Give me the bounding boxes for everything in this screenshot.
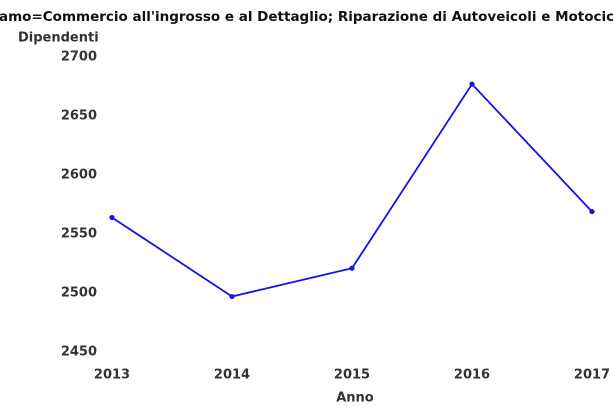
point xyxy=(109,214,115,221)
point xyxy=(349,265,355,271)
x-tick-label: 2015 xyxy=(334,368,370,383)
x-tick-label: 2016 xyxy=(454,368,490,383)
y-tick-label: 2650 xyxy=(61,109,97,124)
line xyxy=(111,82,593,298)
point xyxy=(589,208,595,215)
point xyxy=(469,81,475,87)
x-tick-label: 2013 xyxy=(94,368,130,383)
y-tick-label: 2500 xyxy=(61,286,97,301)
point xyxy=(229,293,235,300)
y-tick-label: 2450 xyxy=(61,345,97,360)
chart-title: Ramo=Commercio all'ingrosso e al Dettagl… xyxy=(0,9,613,25)
x-tick-label: 2014 xyxy=(214,368,250,383)
x-axis-label: Anno xyxy=(336,391,374,406)
x-tick-label: 2017 xyxy=(574,368,610,383)
y-tick-label: 2700 xyxy=(61,50,97,65)
y-tick-label: 2600 xyxy=(61,168,97,183)
y-axis-label: Dipendenti xyxy=(18,31,99,46)
y-tick-label: 2550 xyxy=(61,227,97,242)
